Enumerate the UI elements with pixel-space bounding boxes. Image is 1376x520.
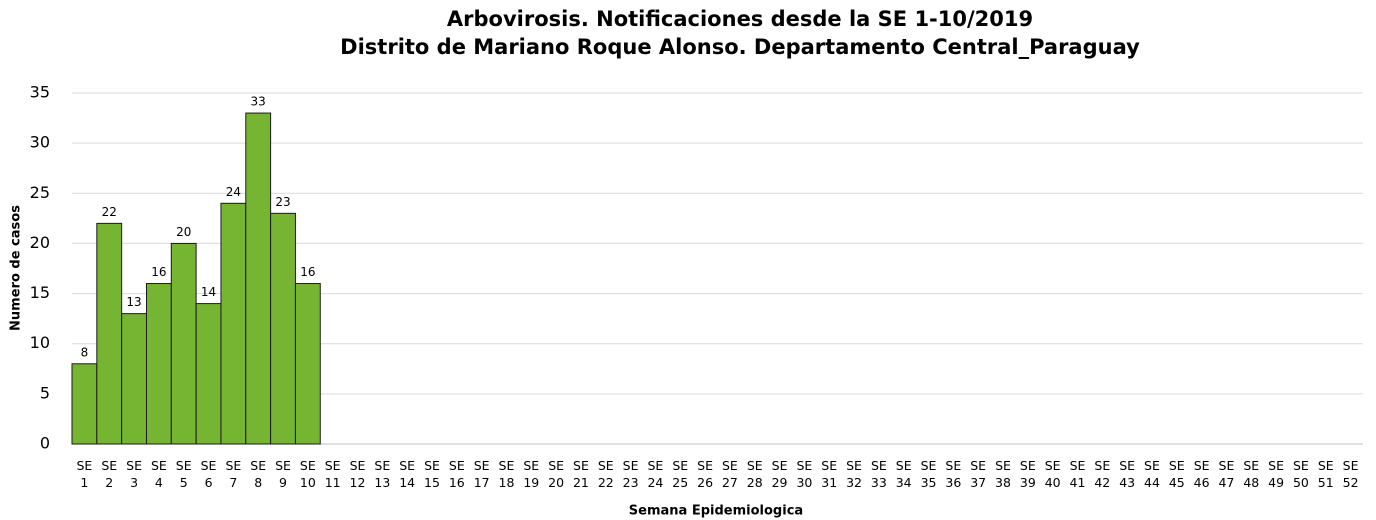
bar bbox=[220, 202, 247, 445]
x-tick-label: SE 4 bbox=[151, 458, 167, 490]
x-tick-label: SE 38 bbox=[995, 458, 1011, 490]
x-tick-label: SE 47 bbox=[1218, 458, 1234, 490]
x-tick-label: SE 36 bbox=[945, 458, 961, 490]
x-tick-label: SE 52 bbox=[1343, 458, 1359, 490]
x-tick-label: SE 15 bbox=[424, 458, 440, 490]
data-label: 13 bbox=[126, 295, 141, 309]
data-label: 22 bbox=[102, 205, 117, 219]
y-tick-label: 15 bbox=[30, 283, 50, 302]
data-label: 23 bbox=[275, 195, 290, 209]
x-tick-label: SE 50 bbox=[1293, 458, 1309, 490]
x-tick-label: SE 51 bbox=[1318, 458, 1334, 490]
x-tick-label: SE 9 bbox=[275, 458, 291, 490]
x-tick-label: SE 33 bbox=[871, 458, 887, 490]
x-tick-label: SE 18 bbox=[499, 458, 515, 490]
x-tick-label: SE 32 bbox=[846, 458, 862, 490]
x-tick-label: SE 26 bbox=[697, 458, 713, 490]
x-tick-label: SE 22 bbox=[598, 458, 614, 490]
x-tick-label: SE 27 bbox=[722, 458, 738, 490]
x-tick-label: SE 14 bbox=[399, 458, 415, 490]
y-tick-label: 30 bbox=[30, 133, 50, 152]
x-tick-label: SE 19 bbox=[523, 458, 539, 490]
x-tick-label: SE 48 bbox=[1243, 458, 1259, 490]
x-tick-label: SE 28 bbox=[747, 458, 763, 490]
data-label: 14 bbox=[201, 285, 216, 299]
x-tick-label: SE 3 bbox=[126, 458, 142, 490]
x-tick-label: SE 16 bbox=[449, 458, 465, 490]
x-tick-label: SE 8 bbox=[250, 458, 266, 490]
bar bbox=[245, 112, 272, 445]
bar bbox=[96, 222, 123, 445]
data-label: 20 bbox=[176, 225, 191, 239]
bar bbox=[294, 283, 321, 445]
x-tick-label: SE 42 bbox=[1094, 458, 1110, 490]
bar bbox=[270, 212, 296, 445]
x-tick-label: SE 6 bbox=[201, 458, 217, 490]
x-tick-label: SE 17 bbox=[474, 458, 490, 490]
data-label: 33 bbox=[251, 95, 266, 109]
x-tick-label: SE 40 bbox=[1045, 458, 1061, 490]
chart-subtitle: Distrito de Mariano Roque Alonso. Depart… bbox=[340, 35, 1140, 59]
bar bbox=[145, 283, 172, 445]
x-tick-label: SE 2 bbox=[101, 458, 117, 490]
x-tick-label: SE 21 bbox=[573, 458, 589, 490]
x-tick-label: SE 45 bbox=[1169, 458, 1185, 490]
x-tick-label: SE 41 bbox=[1070, 458, 1086, 490]
data-label: 8 bbox=[81, 345, 89, 359]
x-tick-label: SE 39 bbox=[1020, 458, 1036, 490]
y-tick-label: 0 bbox=[40, 434, 50, 453]
bar bbox=[71, 363, 98, 445]
bar bbox=[170, 242, 197, 445]
data-label: 16 bbox=[300, 265, 315, 279]
x-tick-label: SE 43 bbox=[1119, 458, 1135, 490]
bar bbox=[121, 313, 147, 445]
x-tick-label: SE 11 bbox=[325, 458, 341, 490]
y-tick-label: 25 bbox=[30, 183, 50, 202]
bar bbox=[195, 303, 222, 445]
x-tick-label: SE 13 bbox=[374, 458, 390, 490]
x-tick-label: SE 46 bbox=[1194, 458, 1210, 490]
x-tick-label: SE 29 bbox=[772, 458, 788, 490]
x-tick-label: SE 25 bbox=[672, 458, 688, 490]
x-tick-label: SE 31 bbox=[821, 458, 837, 490]
y-tick-label: 35 bbox=[30, 83, 50, 102]
y-axis-label: Numero de casos bbox=[9, 205, 24, 331]
x-tick-label: SE 10 bbox=[300, 458, 316, 490]
x-axis-label: Semana Epidemiologica bbox=[629, 504, 803, 519]
y-tick-label: 20 bbox=[30, 233, 50, 252]
x-tick-label: SE 24 bbox=[647, 458, 663, 490]
x-tick-label: SE 34 bbox=[896, 458, 912, 490]
x-tick-label: SE 49 bbox=[1268, 458, 1284, 490]
x-tick-label: SE 35 bbox=[921, 458, 937, 490]
x-tick-label: SE 12 bbox=[350, 458, 366, 490]
x-tick-label: SE 44 bbox=[1144, 458, 1160, 490]
chart-title: Arbovirosis. Notificaciones desde la SE … bbox=[447, 7, 1033, 31]
x-tick-label: SE 5 bbox=[176, 458, 192, 490]
x-tick-label: SE 20 bbox=[548, 458, 564, 490]
y-tick-label: 5 bbox=[40, 383, 50, 402]
x-tick-label: SE 7 bbox=[225, 458, 241, 490]
x-tick-label: SE 1 bbox=[76, 458, 92, 490]
x-tick-label: SE 37 bbox=[970, 458, 986, 490]
y-tick-label: 10 bbox=[30, 333, 50, 352]
x-tick-label: SE 23 bbox=[623, 458, 639, 490]
data-label: 16 bbox=[151, 265, 166, 279]
data-label: 24 bbox=[226, 185, 241, 199]
x-tick-label: SE 30 bbox=[796, 458, 812, 490]
